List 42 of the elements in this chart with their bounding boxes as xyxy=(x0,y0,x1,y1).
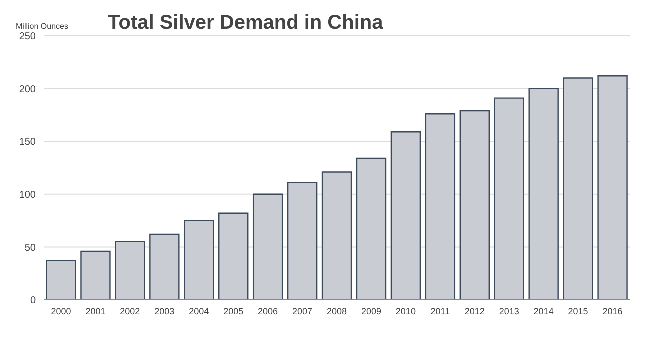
x-tick-label: 2015 xyxy=(568,306,588,316)
bar xyxy=(390,131,422,300)
y-tick-label: 100 xyxy=(19,190,36,201)
x-tick-label: 2012 xyxy=(464,306,485,316)
y-tick-label: 150 xyxy=(19,137,36,148)
x-tick-label: 2011 xyxy=(430,306,450,316)
bar xyxy=(252,194,284,300)
bar xyxy=(528,88,559,300)
bar xyxy=(598,76,628,300)
y-axis-title: Million Ounces xyxy=(16,22,68,31)
x-tick-label: 2001 xyxy=(86,306,106,316)
x-tick-label: 2004 xyxy=(189,306,210,316)
bar xyxy=(150,234,180,300)
y-tick-label: 200 xyxy=(19,84,36,96)
x-tick-label: 2006 xyxy=(258,306,278,316)
x-tick-label: 2000 xyxy=(51,306,72,316)
bar xyxy=(184,220,214,300)
bar xyxy=(218,212,249,300)
bar xyxy=(46,260,76,300)
x-tick-label: 2002 xyxy=(120,306,140,316)
x-tick-label: 2014 xyxy=(534,306,554,316)
bar xyxy=(115,241,146,300)
bar xyxy=(80,250,111,300)
bar xyxy=(322,172,352,300)
y-tick-label: 250 xyxy=(19,32,36,43)
bar xyxy=(356,158,387,300)
x-tick-label: 2016 xyxy=(602,306,623,316)
bar xyxy=(563,78,594,300)
x-tick-label: 2005 xyxy=(224,306,244,316)
x-tick-label: 2009 xyxy=(361,306,382,316)
y-tick-label: 0 xyxy=(30,296,36,307)
bar xyxy=(425,114,456,300)
chart-title: Total Silver Demand in China xyxy=(108,12,384,35)
bar xyxy=(287,182,318,300)
y-tick-label: 50 xyxy=(24,242,36,254)
x-tick-label: 2013 xyxy=(499,306,520,316)
x-tick-label: 2007 xyxy=(292,306,313,316)
bar xyxy=(494,98,524,300)
x-tick-label: 2003 xyxy=(154,306,175,316)
bar xyxy=(460,110,490,300)
x-tick-label: 2008 xyxy=(326,306,348,316)
x-tick-label: 2010 xyxy=(396,306,416,316)
